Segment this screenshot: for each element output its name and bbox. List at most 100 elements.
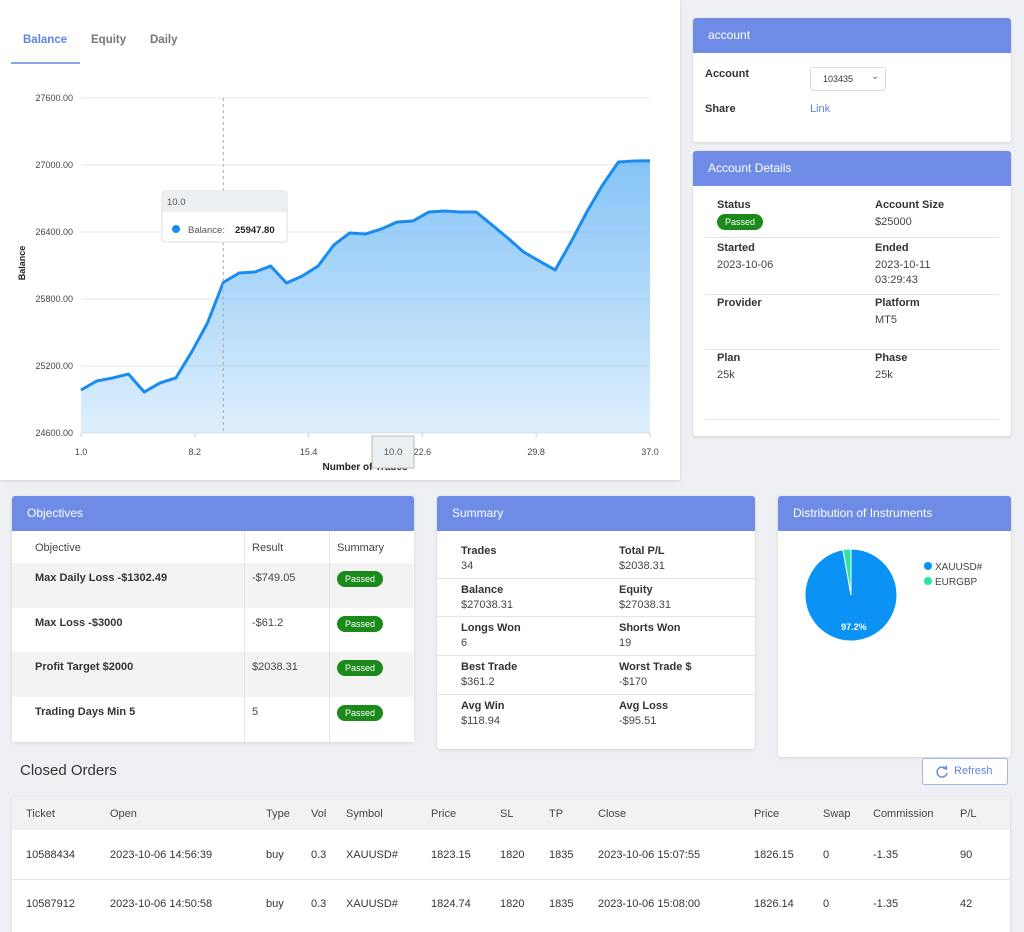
detail-value: 25k	[875, 369, 893, 381]
order-cell: buy	[266, 898, 284, 910]
order-cell: 1826.14	[754, 898, 794, 910]
summary-label: Balance	[461, 583, 504, 596]
column-header: Ticket	[26, 808, 55, 820]
summary-label: Shorts Won	[619, 622, 681, 635]
refresh-label: Refresh	[954, 765, 993, 777]
distribution-card: 97.2% XAUUSD# EURGBP Distribution of Instr…	[778, 496, 1011, 757]
divider	[705, 294, 999, 295]
summary-label: Longs Won	[461, 622, 521, 635]
share-link[interactable]: Link	[810, 103, 831, 115]
tooltip-x: 10.0	[167, 197, 186, 208]
detail-label: Started	[717, 242, 755, 254]
y-tick-label: 25800.00	[35, 294, 73, 304]
order-cell: 1820	[500, 849, 525, 861]
closed-orders-title: Closed Orders	[20, 762, 117, 779]
pie-chart: 97.2% XAUUSD# EURGBP	[804, 548, 983, 642]
objective-cell: Profit Target $2000	[35, 661, 134, 674]
refresh-button[interactable]: Refresh	[922, 758, 1008, 785]
legend-label: XAUUSD#	[935, 562, 983, 573]
x-tick-label: 29.8	[527, 447, 545, 457]
summary-value: 6	[461, 637, 468, 650]
summary-value: $361.2	[461, 676, 495, 689]
column-header: Result	[252, 542, 284, 554]
order-cell: buy	[266, 849, 284, 861]
account-select[interactable]: 103435 ⌄	[810, 67, 886, 91]
refresh-icon	[936, 765, 948, 778]
summary-label: Avg Loss	[619, 699, 669, 712]
legend-marker	[924, 577, 932, 585]
summary-label: Total P/L	[619, 545, 665, 557]
pie-slice	[842, 548, 852, 596]
divider	[437, 577, 755, 579]
account-details-card: Account Details Status Passed Account Size $…	[693, 151, 1011, 436]
x-tick-label: 8.2	[189, 447, 202, 457]
account-select-value: 103435	[823, 74, 854, 84]
order-cell: -1.35	[873, 898, 899, 910]
tooltip-value: 25947.80	[235, 225, 275, 236]
slice-label: 97.2%	[841, 622, 867, 632]
result-cell: $2038.31	[252, 661, 298, 674]
column-header: Price	[754, 808, 780, 820]
summary-value: $2038.31	[619, 560, 665, 572]
order-cell: XAUUSD#	[346, 898, 398, 910]
x-tick-label: 22.6	[414, 447, 432, 457]
summary-value: $27038.31	[461, 598, 513, 611]
panel-header: Summary	[437, 496, 755, 531]
account-card: account Account 103435 ⌄ Share Link	[693, 18, 1011, 142]
y-tick-label: 27600.00	[35, 93, 73, 103]
divider	[437, 693, 755, 695]
summary-value: $118.94	[461, 714, 500, 727]
detail-label: Platform	[875, 297, 920, 309]
order-cell: 1824.74	[431, 898, 471, 910]
status-badge: Passed	[337, 615, 384, 632]
column-header: Commission	[873, 808, 934, 820]
detail-label: Status	[717, 199, 751, 211]
y-tick-label: 27000.00	[35, 160, 73, 170]
panel-header: Distribution of Instruments	[778, 496, 1011, 531]
divider	[437, 616, 755, 618]
status-badge: Passed	[717, 214, 764, 230]
balance-line	[80, 159, 651, 394]
detail-value: $25000	[875, 216, 912, 228]
x-hover-label: 10.0	[384, 447, 403, 458]
order-cell: 0	[823, 898, 830, 910]
detail-value: MT5	[875, 314, 897, 326]
panel-header: account	[693, 18, 1011, 53]
column-divider	[329, 531, 330, 742]
order-cell: 2023-10-06 15:07:55	[598, 849, 701, 861]
tooltip-label: Balance:	[188, 225, 225, 236]
x-tick-label: 1.0	[75, 447, 88, 457]
tab-underline	[11, 62, 80, 64]
detail-label: Ended	[875, 242, 909, 254]
summary-label: Worst Trade $	[619, 661, 692, 674]
order-cell: XAUUSD#	[346, 849, 398, 861]
detail-label: Phase	[875, 352, 908, 364]
y-axis-label: Balance	[17, 246, 27, 281]
account-label: Account	[705, 68, 749, 80]
chevron: ⌄	[871, 71, 880, 82]
column-header: Swap	[823, 808, 851, 820]
order-cell: 2023-10-06 14:56:39	[110, 849, 213, 861]
order-cell: 0.3	[311, 898, 327, 910]
column-header: TP	[549, 808, 564, 820]
divider	[437, 655, 755, 657]
order-cell: 2023-10-06 14:50:58	[110, 898, 213, 910]
legend-marker	[924, 562, 932, 570]
divider	[705, 237, 999, 238]
objective-cell: Max Daily Loss -$1302.49	[35, 572, 168, 584]
order-cell: -1.35	[873, 849, 899, 861]
detail-label: Plan	[717, 352, 741, 364]
panel-header: Objectives	[12, 496, 414, 531]
column-header: Type	[266, 808, 290, 820]
order-cell: 1835	[549, 849, 574, 861]
status-badge: Passed	[337, 705, 384, 722]
orders-table: Ticket Open Type Vol Symbol Price SL TP Close Pri…	[12, 797, 1010, 932]
objective-cell: Max Loss -$3000	[35, 616, 123, 629]
order-cell: 0	[823, 849, 830, 861]
legend-label: EURGBP	[935, 577, 978, 588]
tooltip-marker	[172, 225, 180, 233]
order-cell: 90	[960, 849, 973, 861]
column-header: Symbol	[346, 808, 383, 820]
balance-card: 24600.00 25200.00 25800.00 26400.00 27000.00…	[0, 0, 680, 480]
